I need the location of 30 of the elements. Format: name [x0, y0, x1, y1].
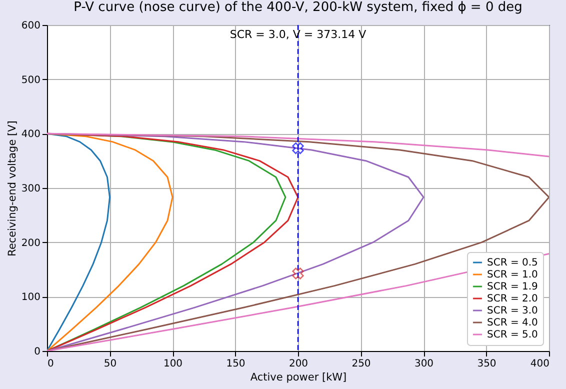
y-tick-label: 200 [21, 238, 40, 249]
x-tick-label: 250 [352, 358, 371, 370]
x-axis-title: Active power [kW] [250, 372, 347, 384]
legend-label: SCR = 5.0 [487, 330, 538, 340]
x-tick-label: 150 [226, 358, 246, 370]
legend-label: SCR = 3.0 [487, 306, 538, 316]
y-tick-label: 300 [21, 184, 40, 194]
y-tick-label: 0 [34, 346, 40, 358]
legend-label: SCR = 0.5 [487, 258, 538, 268]
line-series [47, 132, 110, 351]
line-series [47, 132, 424, 351]
legend-label: SCR = 4.0 [487, 318, 538, 328]
x-tick-label: 50 [104, 358, 117, 370]
x-tick-label: 0 [48, 358, 54, 370]
legend-label: SCR = 2.0 [487, 294, 538, 304]
y-tick-label: 400 [21, 129, 40, 140]
line-series [47, 132, 174, 351]
legend-label: SCR = 1.0 [487, 270, 538, 280]
x-tick-label: 100 [163, 358, 183, 370]
y-axis-title: Receiving-end voltage [V] [6, 120, 18, 256]
x-tick-label: 200 [288, 358, 308, 370]
y-tick-label: 600 [21, 20, 40, 32]
x-tick-label: 300 [414, 358, 434, 370]
annotation: SCR = 3.0, V = 373.14 V [230, 28, 367, 41]
y-tick-label: 500 [21, 74, 40, 86]
chart-title: P-V curve (nose curve) of the 400-V, 200-kW system, fixed ϕ = 0 deg [74, 0, 522, 15]
y-tick-label: 100 [21, 292, 40, 304]
legend-label: SCR = 1.9 [487, 282, 538, 292]
x-tick-label: 350 [477, 358, 496, 370]
x-tick-label: 400 [530, 358, 550, 370]
